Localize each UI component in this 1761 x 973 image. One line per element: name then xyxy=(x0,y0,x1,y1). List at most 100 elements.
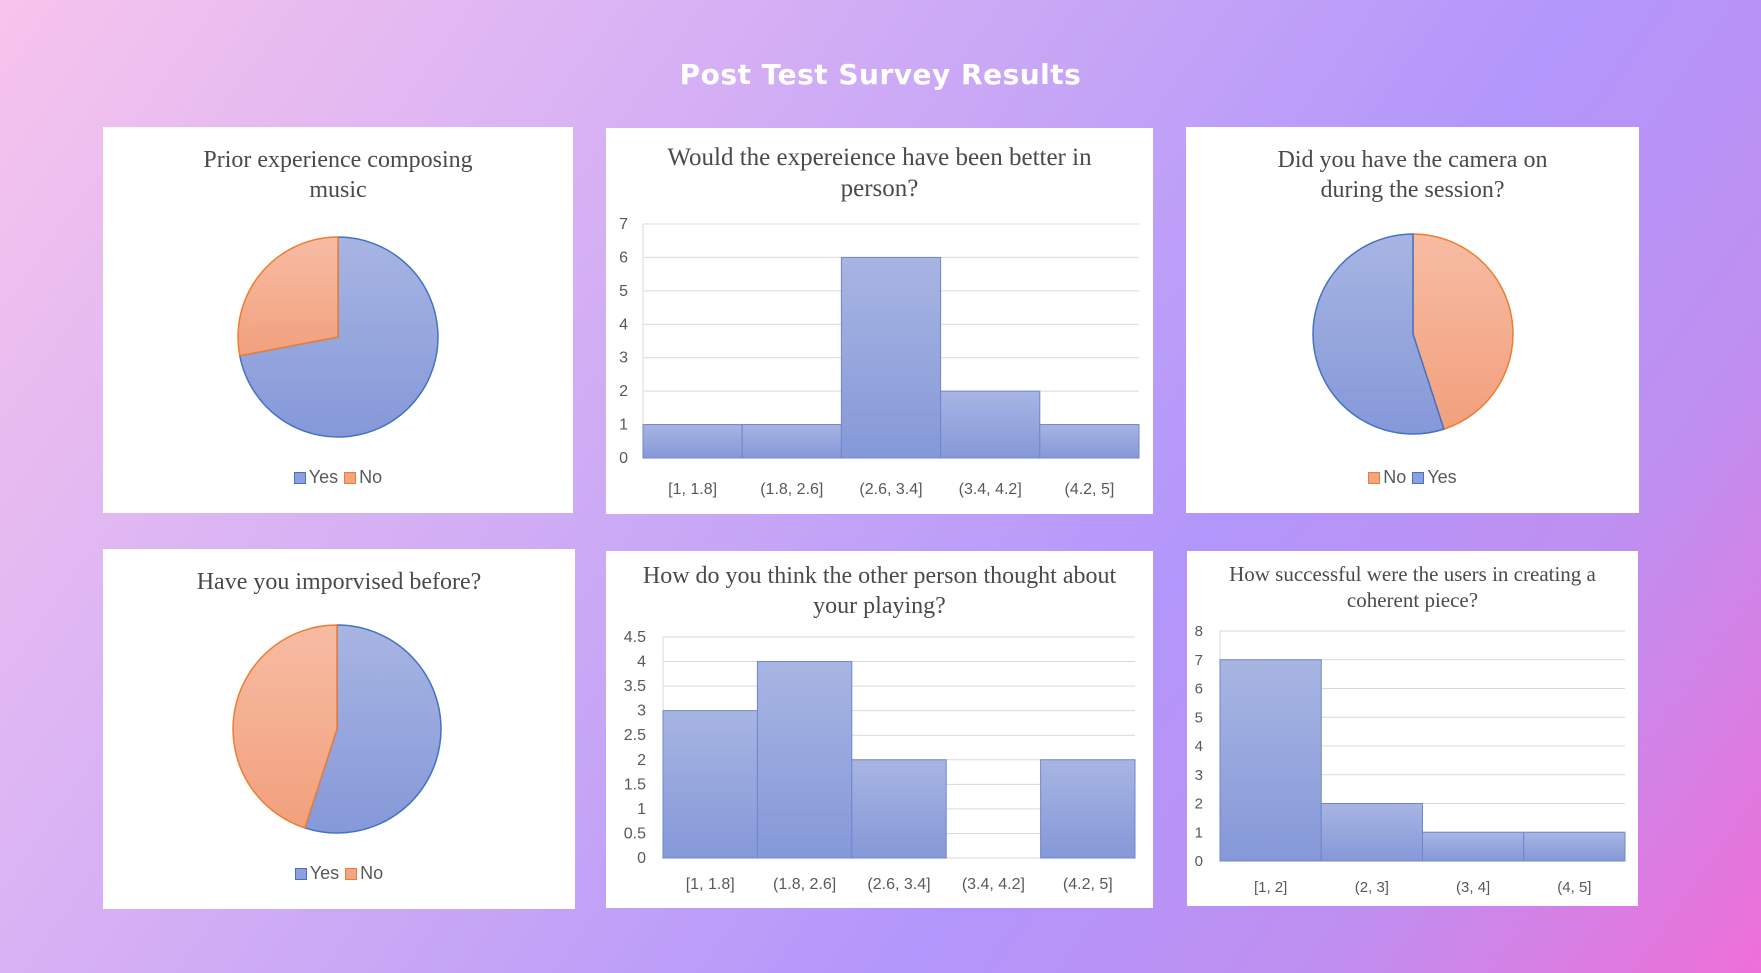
chart-title: How successful were the users in creatin… xyxy=(1229,562,1596,613)
chart-panel-coherent-piece: How successful were the users in creatin… xyxy=(1187,551,1638,906)
chart-title: How do you think the other person though… xyxy=(642,563,1117,619)
bar-2-3 xyxy=(1320,803,1423,862)
x-tick-label: (2.6, 3.4] xyxy=(859,481,922,498)
bar-1-1-8 xyxy=(642,424,743,459)
y-tick-label: 6 xyxy=(619,249,628,266)
y-tick-label: 5 xyxy=(619,283,628,300)
y-tick-label: 2 xyxy=(637,752,646,769)
x-tick-label: (1.8, 2.6] xyxy=(773,876,836,893)
chart-panel-composing-experience: Prior experience composing music Yes No xyxy=(103,127,573,513)
y-tick-label: 2.5 xyxy=(624,727,646,744)
y-tick-label: 5 xyxy=(1195,709,1203,726)
x-tick-label: [1, 1.8] xyxy=(686,876,735,893)
y-tick-label: 1.5 xyxy=(624,776,646,793)
legend-swatch xyxy=(293,472,306,484)
y-tick-label: 0 xyxy=(1195,853,1203,870)
chart-panel-better-in-person: Would the expereience have been better i… xyxy=(606,128,1153,514)
legend-label: No xyxy=(360,863,384,883)
bar-4-2-5 xyxy=(1039,424,1140,459)
y-tick-label: 3 xyxy=(637,703,646,720)
pie-chart xyxy=(1312,233,1514,435)
legend-label: Yes xyxy=(1427,467,1457,487)
legend-item-no: No xyxy=(1368,467,1406,488)
chart-title: Have you imporvised before? xyxy=(196,569,482,595)
chart-legend: Yes No xyxy=(103,863,575,884)
x-tick-label: (1.8, 2.6] xyxy=(760,481,823,498)
chart-panel-other-person-opinion: How do you think the other person though… xyxy=(606,551,1153,908)
legend-swatch xyxy=(1368,472,1381,484)
y-tick-label: 8 xyxy=(1195,623,1203,640)
legend-item-no: No xyxy=(345,863,383,884)
pie-chart xyxy=(232,624,442,834)
x-tick-label: [1, 1.8] xyxy=(668,481,717,498)
chart-title: Prior experience composing music xyxy=(203,147,473,203)
page-title: Post Test Survey Results xyxy=(679,58,1082,91)
y-tick-label: 2 xyxy=(1195,796,1203,813)
bar-2-6-3-4 xyxy=(851,759,947,859)
x-tick-label: (2.6, 3.4] xyxy=(867,876,930,893)
legend-label: Yes xyxy=(309,863,340,883)
y-tick-label: 7 xyxy=(1195,652,1203,669)
legend-swatch xyxy=(345,868,358,880)
y-tick-label: 7 xyxy=(619,216,628,233)
y-tick-label: 1 xyxy=(1195,824,1203,841)
chart-title: Would the expereience have been better i… xyxy=(667,144,1092,203)
legend-label: No xyxy=(1383,467,1407,487)
legend-item-yes: Yes xyxy=(294,863,340,884)
legend-item-no: No xyxy=(344,467,382,488)
y-tick-label: 0 xyxy=(619,450,628,467)
bar-4-2-5 xyxy=(1040,759,1136,859)
y-tick-label: 4.5 xyxy=(624,629,646,646)
y-tick-label: 3.5 xyxy=(624,678,646,695)
y-tick-label: 4 xyxy=(619,316,628,333)
x-tick-label: (3.4, 4.2] xyxy=(962,876,1025,893)
x-tick-label: (2, 3] xyxy=(1355,879,1389,896)
pie-slice-no xyxy=(237,236,339,357)
y-tick-label: 6 xyxy=(1195,681,1203,698)
x-tick-label: (4, 5] xyxy=(1557,879,1591,896)
x-tick-label: (4.2, 5] xyxy=(1063,876,1113,893)
chart-title: Did you have the camera on during the se… xyxy=(1277,147,1548,203)
y-tick-label: 3 xyxy=(1195,767,1203,784)
chart-legend: Yes No xyxy=(103,467,573,488)
pie-slice-no xyxy=(1412,233,1514,431)
y-tick-label: 4 xyxy=(1195,738,1203,755)
x-tick-label: [1, 2] xyxy=(1254,879,1287,896)
pie-slice-yes xyxy=(303,624,442,834)
y-tick-label: 0.5 xyxy=(624,825,646,842)
bar-4-5 xyxy=(1523,831,1626,862)
chart-panel-improvised-before: Have you imporvised before? Yes No xyxy=(103,549,575,909)
pie-slice-yes xyxy=(1312,233,1445,435)
legend-item-yes: Yes xyxy=(293,467,339,488)
bar-3-4-4-2 xyxy=(940,390,1041,459)
bar-chart: 0 1 2 3 4 5 6 7 [1, 1.8] (1.8, 2.6] (2.6, 3.4] (3.4… xyxy=(619,216,1140,498)
x-tick-label: (3.4, 4.2] xyxy=(959,481,1022,498)
bar-3-4 xyxy=(1422,831,1525,862)
bar-1-1-8 xyxy=(662,710,758,859)
legend-swatch xyxy=(1412,472,1425,484)
y-tick-label: 2 xyxy=(619,383,628,400)
legend-item-yes: Yes xyxy=(1412,467,1457,488)
legend-label: Yes xyxy=(308,467,339,487)
y-tick-label: 1 xyxy=(637,801,646,818)
x-tick-label: (3, 4] xyxy=(1456,879,1490,896)
pie-slice-yes xyxy=(238,236,439,438)
pie-slice-no xyxy=(232,624,338,829)
y-tick-label: 0 xyxy=(637,850,646,867)
bar-1-8-2-6 xyxy=(741,424,842,459)
bar-chart: 0 1 2 3 4 5 6 7 8 [1, 2] (2, 3] (3, 4] (4, 5] xyxy=(1195,623,1626,896)
y-tick-label: 3 xyxy=(619,350,628,367)
x-tick-label: (4.2, 5] xyxy=(1064,481,1114,498)
y-tick-label: 1 xyxy=(619,417,628,434)
bar-1-2 xyxy=(1219,659,1322,862)
chart-legend: No Yes xyxy=(1186,467,1639,488)
legend-swatch xyxy=(344,472,357,484)
legend-label: No xyxy=(359,467,383,487)
chart-panel-camera-on: Did you have the camera on during the se… xyxy=(1186,127,1639,513)
bar-2-6-3-4 xyxy=(840,256,942,459)
bar-1-8-2-6 xyxy=(756,661,853,859)
bar-chart: 0 0.5 1 1.5 2 2.5 3 3.5 4 4.5 [1, 1.8] (1.8, 2.6] (2… xyxy=(624,629,1136,893)
legend-swatch xyxy=(294,868,307,880)
y-tick-label: 4 xyxy=(637,654,646,671)
pie-chart xyxy=(237,236,439,438)
